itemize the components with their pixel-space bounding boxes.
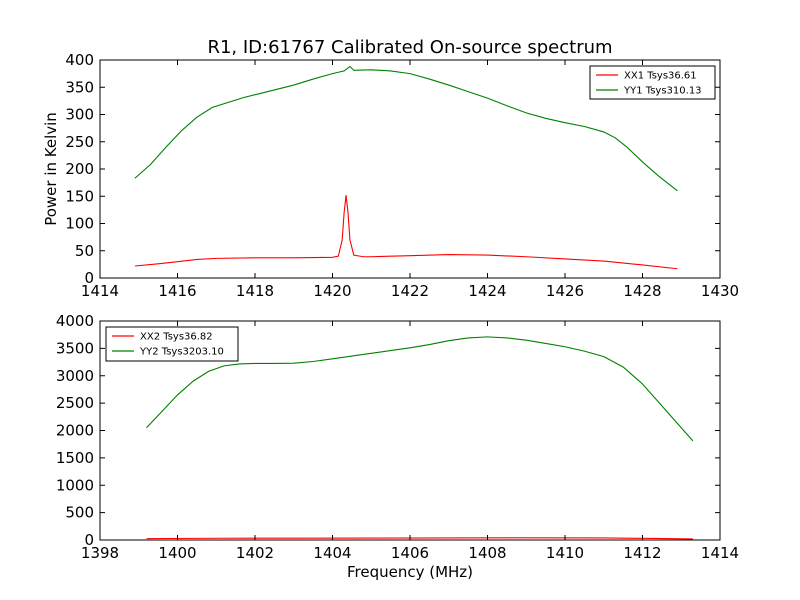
x-tick-label: 1424	[468, 282, 506, 300]
chart-title: R1, ID:61767 Calibrated On-source spectr…	[207, 37, 612, 58]
y-tick-label: 2500	[56, 394, 94, 412]
y-tick-label: 100	[65, 215, 94, 233]
y-tick-label: 3500	[56, 339, 94, 357]
y-tick-label: 0	[84, 531, 94, 549]
y-tick-label: 50	[75, 242, 94, 260]
legend-label: YY2 Tsys3203.10	[139, 347, 224, 358]
x-tick-label: 1414	[81, 282, 119, 300]
y-tick-label: 4000	[56, 312, 94, 330]
x-tick-label: 1406	[391, 544, 429, 562]
x-tick-label: 1416	[158, 282, 196, 300]
legend-label: XX1 Tsys36.61	[624, 71, 697, 82]
x-tick-label: 1402	[236, 544, 274, 562]
x-tick-label: 1412	[623, 544, 661, 562]
x-tick-label: 1430	[701, 282, 739, 300]
x-tick-label: 1418	[236, 282, 274, 300]
y-tick-label: 0	[84, 269, 94, 287]
x-tick-label: 1426	[546, 282, 584, 300]
legend-label: XX2 Tsys36.82	[140, 332, 213, 343]
y-tick-label: 400	[65, 51, 94, 69]
series-line-yy2	[146, 336, 694, 442]
y-tick-label: 300	[65, 106, 94, 124]
x-tick-label: 1400	[158, 544, 196, 562]
y-tick-label: 1000	[56, 476, 94, 494]
y-tick-label: 1500	[56, 449, 94, 467]
x-tick-label: 1404	[313, 544, 351, 562]
y-axis-label: Power in Kelvin	[42, 112, 60, 226]
x-axis-label: Frequency (MHz)	[347, 563, 473, 581]
x-tick-label: 1422	[391, 282, 429, 300]
series-line-xx2	[146, 537, 693, 540]
legend: XX2 Tsys36.82 YY2 Tsys3203.10	[105, 326, 239, 362]
legend-label: YY1 Tsys310.13	[623, 86, 702, 97]
x-tick-label: 1408	[468, 544, 506, 562]
x-tick-label: 1398	[81, 544, 119, 562]
legend-box	[589, 65, 716, 100]
y-tick-label: 250	[65, 133, 94, 151]
y-tick-label: 150	[65, 187, 94, 205]
y-tick-label: 2000	[56, 422, 94, 440]
x-tick-label: 1410	[546, 544, 584, 562]
x-tick-label: 1414	[701, 544, 739, 562]
y-tick-label: 3000	[56, 367, 94, 385]
y-tick-label: 200	[65, 160, 94, 178]
top-plot: 1414 1416 1418 1420 1422 1424 1426 1428 1430 0 50 1…	[65, 51, 739, 300]
legend-box	[105, 326, 239, 362]
y-tick-label: 350	[65, 78, 94, 96]
legend: XX1 Tsys36.61 YY1 Tsys310.13	[589, 65, 716, 100]
bottom-plot: 1398 1400 1402 1404 1406 1408 1410 1412 1414 0 500…	[56, 312, 739, 562]
x-tick-label: 1420	[313, 282, 351, 300]
series-line-xx1	[134, 195, 678, 270]
series-line-yy1	[134, 65, 678, 192]
x-tick-label: 1428	[623, 282, 661, 300]
y-tick-label: 500	[65, 504, 94, 522]
